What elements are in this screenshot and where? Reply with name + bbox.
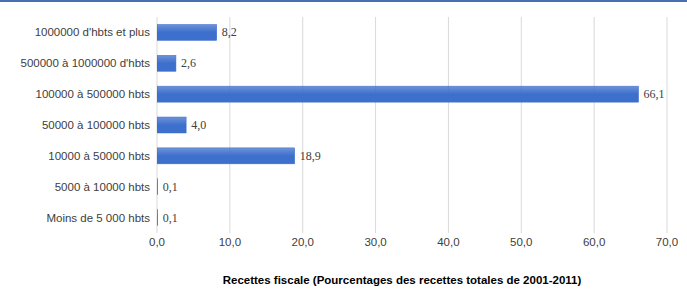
x-axis-title: Recettes fiscale (Pourcentages des recet…	[223, 274, 582, 286]
bars	[157, 24, 639, 225]
x-tick-label: 70,0	[656, 236, 678, 248]
grid	[157, 17, 667, 233]
category-label: 5000 à 10000 hbts	[55, 181, 151, 193]
category-label: 500000 à 1000000 d'hbts	[21, 57, 151, 69]
grid-line	[229, 17, 230, 233]
bar	[157, 117, 186, 133]
x-tick-label: 40,0	[437, 236, 459, 248]
grid-line	[667, 17, 668, 233]
x-tick-label: 20,0	[292, 236, 314, 248]
data-label: 0,1	[163, 211, 178, 225]
category-label: 100000 à 500000 hbts	[36, 88, 151, 100]
bar	[157, 86, 639, 102]
x-tick-labels: 0,0 10,0 20,0 30,0 40,0 50,0 60,0 70,0	[149, 236, 678, 248]
chart-svg: 0,0 10,0 20,0 30,0 40,0 50,0 60,0 70,0 8,2 2,6 66,…	[0, 0, 687, 290]
bar	[157, 24, 217, 40]
data-label: 8,2	[222, 25, 237, 39]
category-label: Moins de 5 000 hbts	[46, 212, 150, 224]
data-labels: 8,2 2,6 66,1 4,0 18,9 0,1 0,1	[163, 25, 665, 224]
data-label: 0,1	[163, 180, 178, 194]
x-tick-label: 10,0	[219, 236, 241, 248]
x-tick-label: 50,0	[510, 236, 532, 248]
category-label: 1000000 d'hbts et plus	[35, 26, 151, 38]
grid-line	[521, 17, 522, 233]
category-label: 50000 à 100000 hbts	[42, 119, 150, 131]
bar	[157, 148, 295, 164]
grid-line	[375, 17, 376, 233]
data-label: 18,9	[300, 149, 321, 163]
grid-line	[448, 17, 449, 233]
y-tick-labels: 1000000 d'hbts et plus 500000 à 1000000 d…	[21, 26, 151, 223]
data-label: 2,6	[181, 56, 196, 70]
grid-line	[594, 17, 595, 233]
x-tick-label: 30,0	[364, 236, 386, 248]
grid-line	[302, 17, 303, 233]
data-label: 66,1	[644, 87, 665, 101]
top-rule	[0, 0, 687, 2]
x-tick-label: 60,0	[583, 236, 605, 248]
data-label: 4,0	[191, 118, 206, 132]
category-label: 10000 à 50000 hbts	[48, 150, 150, 162]
x-tick-label: 0,0	[149, 236, 165, 248]
bar	[157, 210, 158, 226]
chart-container: 0,0 10,0 20,0 30,0 40,0 50,0 60,0 70,0 8,2 2,6 66,…	[0, 0, 687, 290]
bar	[157, 179, 158, 195]
bar	[157, 55, 176, 71]
